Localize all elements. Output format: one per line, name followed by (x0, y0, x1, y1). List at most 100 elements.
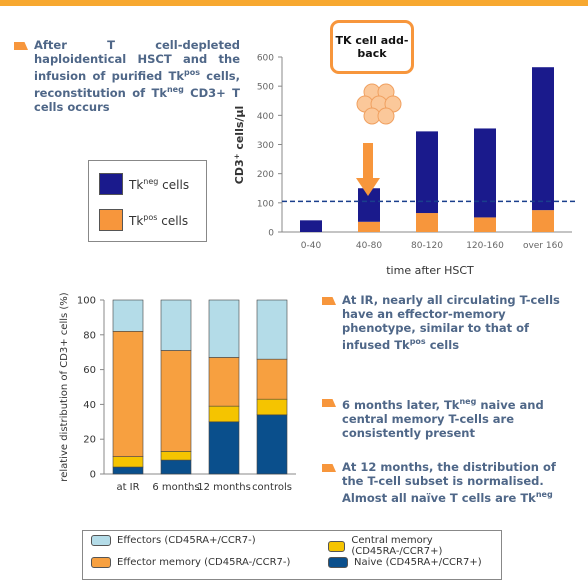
text-run: 6 months later, Tk (342, 397, 460, 412)
text-run: neg (143, 176, 159, 186)
y-tick-label: 20 (83, 435, 96, 446)
x-tick-label: 0-40 (301, 241, 322, 251)
legend-swatch (328, 540, 346, 552)
x-axis-title: time after HSCT (386, 264, 474, 277)
y-axis-title: CD3+ cells/µl (233, 106, 246, 185)
bar-segment (358, 188, 380, 222)
legend-label: Effector memory (CD45RA-/CCR7-) (117, 557, 291, 568)
bar-segment (208, 299, 240, 358)
legend-swatch (91, 557, 111, 568)
arrow-shaft (363, 143, 373, 179)
bullet-icon (322, 297, 336, 305)
text-run: CD3+ T cells occurs (34, 85, 240, 114)
bar-segment (474, 128, 496, 218)
bar-segment (112, 456, 144, 468)
legend-item: Tkpos cells (99, 209, 188, 231)
bar-segment (208, 421, 240, 475)
text-run: After T cell-depleted haploidentical HSC… (34, 38, 240, 83)
y-tick-label: 600 (257, 54, 274, 64)
bar-segment (208, 357, 240, 407)
bullet-text: At 12 months, the distribution of the T-… (342, 460, 580, 505)
legend-label: Central memory (CD45RA-/CCR7+) (351, 535, 443, 557)
bar-segment (358, 221, 380, 232)
bar-segment (112, 331, 144, 457)
legend-label: Tkneg cells (129, 177, 189, 192)
bar-segment (416, 131, 438, 214)
y-tick-label: 0 (90, 470, 96, 481)
bar-segment (112, 299, 144, 332)
text-run: neg (459, 397, 477, 406)
bar-segment (532, 210, 554, 232)
bullet-text: 6 months later, Tkneg naive and central … (342, 395, 580, 440)
y-axis-title: relative distribution of CD3+ cells (%) (59, 292, 70, 481)
text-run: neg (535, 490, 553, 499)
legend-label: Naive (CD45RA+/CCR7+) (354, 557, 482, 568)
bullet-text: At IR, nearly all circulating T-cells ha… (342, 293, 580, 352)
annotation: TK cell add-back (330, 20, 414, 74)
legend-label: Effectors (CD45RA+/CCR7-) (117, 535, 256, 546)
bar-segment (208, 405, 240, 423)
legend-swatch (99, 209, 123, 231)
x-tick-label: at IR (116, 482, 139, 493)
intro-text: After T cell-depleted haploidentical HSC… (34, 38, 240, 114)
bar-segment (256, 398, 288, 416)
bar-segment (256, 299, 288, 360)
arrow-head (356, 178, 380, 196)
bar-segment (300, 220, 322, 232)
y-tick-label: 200 (257, 170, 274, 180)
y-tick-label: 80 (83, 330, 96, 341)
x-tick-label: 40-80 (356, 241, 382, 251)
x-tick-label: over 160 (523, 241, 563, 251)
top-strip (0, 0, 588, 6)
text-run: cells/µl (233, 106, 246, 154)
y-tick-label: 100 (77, 296, 96, 307)
text-run: CD3 (233, 159, 246, 184)
bar-segment (160, 350, 192, 452)
text-run: pos (409, 337, 426, 346)
y-tick-label: 100 (257, 199, 274, 209)
legend: Effectors (CD45RA+/CCR7-) Effector memory… (82, 530, 502, 580)
bar-segment (112, 466, 144, 475)
bar-segment (416, 213, 438, 232)
text-run: + (233, 153, 241, 159)
x-tick-label: 80-120 (411, 241, 443, 251)
text-run: At IR, nearly all circulating T-cells ha… (342, 293, 560, 352)
text-run: cells (157, 213, 189, 228)
bullet-icon (322, 399, 336, 407)
legend-item: Effector memory (CD45RA-/CCR7-) (91, 557, 290, 568)
legend-item: Effectors (CD45RA+/CCR7-) (91, 535, 256, 546)
text-run: cells (425, 337, 460, 352)
legend-swatch (328, 557, 348, 568)
text-run: Tk (129, 213, 144, 228)
text-run: cells, reconstitution of Tk (34, 68, 240, 100)
x-tick-label: 6 months (152, 482, 199, 493)
bullet-icon (14, 42, 28, 50)
x-tick-label: 120-160 (466, 241, 504, 251)
bar-segment (474, 217, 496, 232)
text-run: Tk (129, 177, 144, 192)
legend-item: Central memory (CD45RA-/CCR7+) (328, 535, 501, 557)
x-tick-label: 12 months (197, 482, 251, 493)
legend: Tkneg cells Tkpos cells (88, 160, 207, 242)
legend-label: Tkpos cells (129, 213, 188, 228)
text-run: pos (143, 212, 158, 222)
legend-item: Naive (CD45RA+/CCR7+) (328, 557, 482, 568)
text-run: naive and central memory T-cells are con… (342, 397, 544, 440)
bullet-icon (322, 464, 336, 472)
y-tick-label: 300 (257, 141, 274, 151)
text-run: cells (158, 177, 190, 192)
text-run: pos (184, 68, 200, 77)
text-run: At 12 months, the distribution of the T-… (342, 460, 556, 505)
cell-icon (377, 107, 395, 125)
text-run: neg (166, 84, 184, 94)
bar-segment (160, 299, 192, 351)
y-tick-label: 400 (257, 112, 274, 122)
legend-swatch (99, 173, 123, 195)
bar-segment (256, 358, 288, 400)
y-tick-label: 60 (83, 365, 96, 376)
legend-swatch (91, 535, 111, 546)
bar-segment (160, 459, 192, 475)
legend-item: Tkneg cells (99, 173, 189, 195)
